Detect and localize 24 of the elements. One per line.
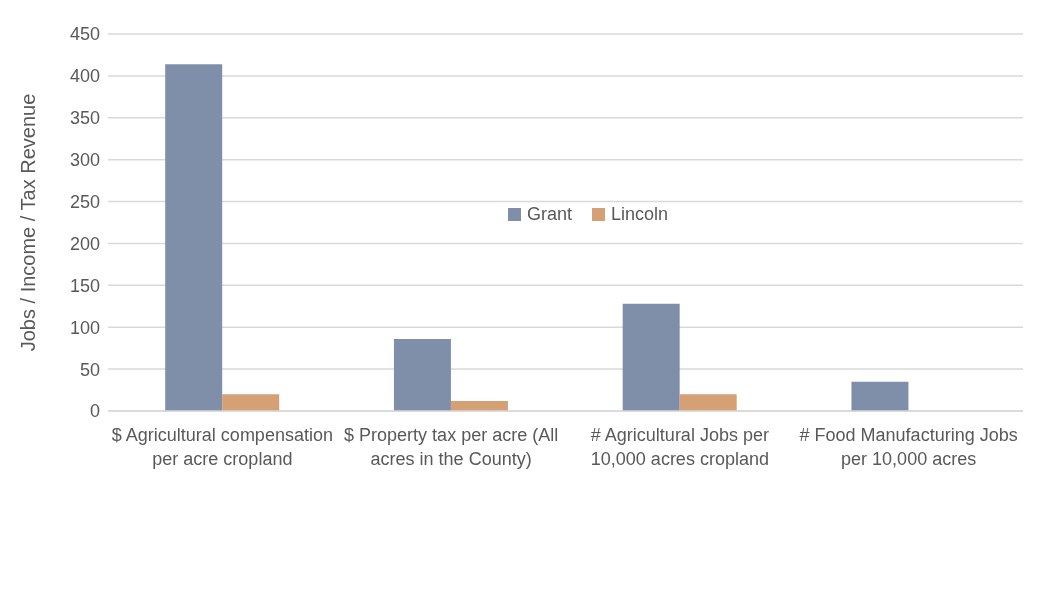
bar <box>679 394 737 411</box>
bar <box>393 338 451 411</box>
y-tick-label: 250 <box>69 191 100 212</box>
y-tick-label: 400 <box>69 66 100 87</box>
y-tick-label: 200 <box>69 233 100 254</box>
x-tick-label: # Agricultural Jobs per 10,000 acres cropland <box>589 424 770 471</box>
x-tick-label: $ Agricultural compensation per acre cropland <box>110 424 334 471</box>
y-tick-label: 150 <box>69 275 100 296</box>
x-tick-label: # Food Manufacturing Jobs per 10,000 acres <box>798 424 1019 471</box>
legend-label: Lincoln <box>610 204 669 225</box>
x-tick-label: $ Property tax per acre (All acres in the County) <box>343 424 560 471</box>
y-tick-label: 100 <box>69 317 100 338</box>
y-tick-label: 450 <box>69 24 100 45</box>
y-tick-label: 300 <box>69 150 100 171</box>
bar <box>851 381 909 411</box>
y-axis-title: Jobs / Income / Tax Revenue <box>17 93 40 352</box>
y-tick-label: 350 <box>69 108 100 129</box>
bar <box>222 394 280 411</box>
y-tick-label: 50 <box>79 359 100 380</box>
bar <box>450 400 508 411</box>
bar <box>165 64 223 411</box>
legend-label: Grant <box>525 204 572 225</box>
y-tick-label: 0 <box>89 401 100 422</box>
bar <box>622 303 680 411</box>
